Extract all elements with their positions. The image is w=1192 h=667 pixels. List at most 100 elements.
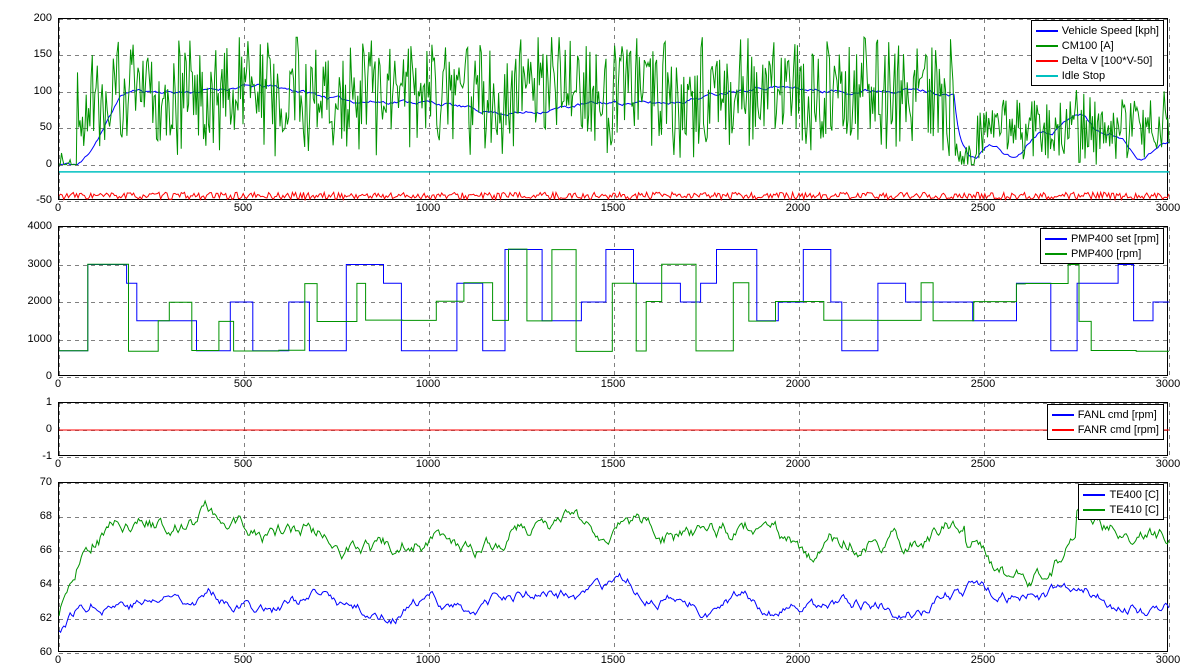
xtick-label: 500: [234, 202, 252, 214]
xtick-label: 2000: [786, 654, 810, 666]
series-te410: [59, 501, 1169, 616]
legend-swatch: [1052, 429, 1074, 431]
ytick-label: 200: [8, 12, 52, 24]
xtick-label: 1500: [601, 458, 625, 470]
ytick-label: 68: [8, 510, 52, 522]
legend-swatch: [1036, 75, 1058, 77]
legend-label: PMP400 [rpm]: [1071, 248, 1141, 260]
ytick-label: 0: [8, 158, 52, 170]
xtick-label: 2500: [971, 202, 995, 214]
figure: 050010001500200025003000-50050100150200V…: [8, 8, 1184, 659]
xtick-label: 2000: [786, 202, 810, 214]
legend-label: Vehicle Speed [kph]: [1062, 25, 1159, 37]
legend-swatch: [1036, 60, 1058, 62]
ytick-label: -50: [8, 194, 52, 206]
legend-label: FANL cmd [rpm]: [1078, 409, 1157, 421]
gridline: [1169, 483, 1170, 651]
ytick-label: 0: [8, 423, 52, 435]
legend: FANL cmd [rpm] FANR cmd [rpm]: [1047, 404, 1164, 440]
ytick-label: 66: [8, 544, 52, 556]
xtick-label: 1000: [416, 654, 440, 666]
xtick-label: 1500: [601, 378, 625, 390]
legend-item: Idle Stop: [1036, 68, 1159, 83]
xtick-label: 2000: [786, 458, 810, 470]
legend-label: FANR cmd [rpm]: [1078, 424, 1159, 436]
subplot-sp2: [58, 226, 1168, 376]
xtick-label: 500: [234, 378, 252, 390]
xtick-label: 3000: [1156, 202, 1180, 214]
xtick-label: 1000: [416, 202, 440, 214]
legend-swatch: [1083, 509, 1105, 511]
gridline: [1169, 403, 1170, 455]
xtick-label: 0: [55, 458, 61, 470]
subplot-sp3: [58, 402, 1168, 456]
xtick-label: 3000: [1156, 378, 1180, 390]
legend-item: CM100 [A]: [1036, 38, 1159, 53]
series-pmp400: [59, 249, 1169, 351]
legend-label: Delta V [100*V-50]: [1062, 55, 1153, 67]
ytick-label: 100: [8, 85, 52, 97]
legend: Vehicle Speed [kph] CM100 [A] Delta V [100…: [1031, 20, 1164, 86]
xtick-label: 500: [234, 458, 252, 470]
xtick-label: 2500: [971, 378, 995, 390]
ytick-label: 0: [8, 370, 52, 382]
legend-item: FANL cmd [rpm]: [1052, 407, 1159, 422]
xtick-label: 2000: [786, 378, 810, 390]
legend-item: PMP400 set [rpm]: [1045, 231, 1159, 246]
xtick-label: 2500: [971, 654, 995, 666]
ytick-label: 150: [8, 48, 52, 60]
legend-label: PMP400 set [rpm]: [1071, 233, 1159, 245]
legend-item: PMP400 [rpm]: [1045, 246, 1159, 261]
ytick-label: -1: [8, 450, 52, 462]
series-pmp400-set: [59, 250, 1169, 351]
ytick-label: 50: [8, 121, 52, 133]
series-te400: [59, 574, 1169, 633]
legend-label: CM100 [A]: [1062, 40, 1114, 52]
legend-label: TE410 [C]: [1109, 504, 1159, 516]
series-delta-v: [59, 192, 1169, 199]
gridline: [1169, 19, 1170, 199]
legend-label: Idle Stop: [1062, 70, 1105, 82]
legend-label: TE400 [C]: [1109, 489, 1159, 501]
ytick-label: 70: [8, 476, 52, 488]
legend-swatch: [1045, 238, 1067, 240]
xtick-label: 3000: [1156, 458, 1180, 470]
ytick-label: 2000: [8, 295, 52, 307]
xtick-label: 1500: [601, 202, 625, 214]
legend-item: Vehicle Speed [kph]: [1036, 23, 1159, 38]
plot-svg: [59, 403, 1169, 457]
legend-item: TE410 [C]: [1083, 502, 1159, 517]
xtick-label: 0: [55, 378, 61, 390]
legend-swatch: [1083, 494, 1105, 496]
legend: TE400 [C] TE410 [C]: [1078, 484, 1164, 520]
xtick-label: 1000: [416, 458, 440, 470]
xtick-label: 0: [55, 654, 61, 666]
ytick-label: 4000: [8, 220, 52, 232]
plot-svg: [59, 227, 1169, 377]
ytick-label: 62: [8, 612, 52, 624]
xtick-label: 3000: [1156, 654, 1180, 666]
legend-swatch: [1045, 253, 1067, 255]
plot-svg: [59, 19, 1169, 201]
subplot-sp1: [58, 18, 1168, 200]
legend-swatch: [1052, 414, 1074, 416]
xtick-label: 1000: [416, 378, 440, 390]
legend-swatch: [1036, 45, 1058, 47]
xtick-label: 500: [234, 654, 252, 666]
gridline: [1169, 227, 1170, 375]
legend-swatch: [1036, 30, 1058, 32]
subplot-sp4: [58, 482, 1168, 652]
ytick-label: 1: [8, 396, 52, 408]
ytick-label: 60: [8, 646, 52, 658]
xtick-label: 2500: [971, 458, 995, 470]
xtick-label: 1500: [601, 654, 625, 666]
ytick-label: 1000: [8, 333, 52, 345]
legend-item: Delta V [100*V-50]: [1036, 53, 1159, 68]
legend-item: TE400 [C]: [1083, 487, 1159, 502]
xtick-label: 0: [55, 202, 61, 214]
legend-item: FANR cmd [rpm]: [1052, 422, 1159, 437]
plot-svg: [59, 483, 1169, 653]
legend: PMP400 set [rpm] PMP400 [rpm]: [1040, 228, 1164, 264]
ytick-label: 64: [8, 578, 52, 590]
ytick-label: 3000: [8, 258, 52, 270]
